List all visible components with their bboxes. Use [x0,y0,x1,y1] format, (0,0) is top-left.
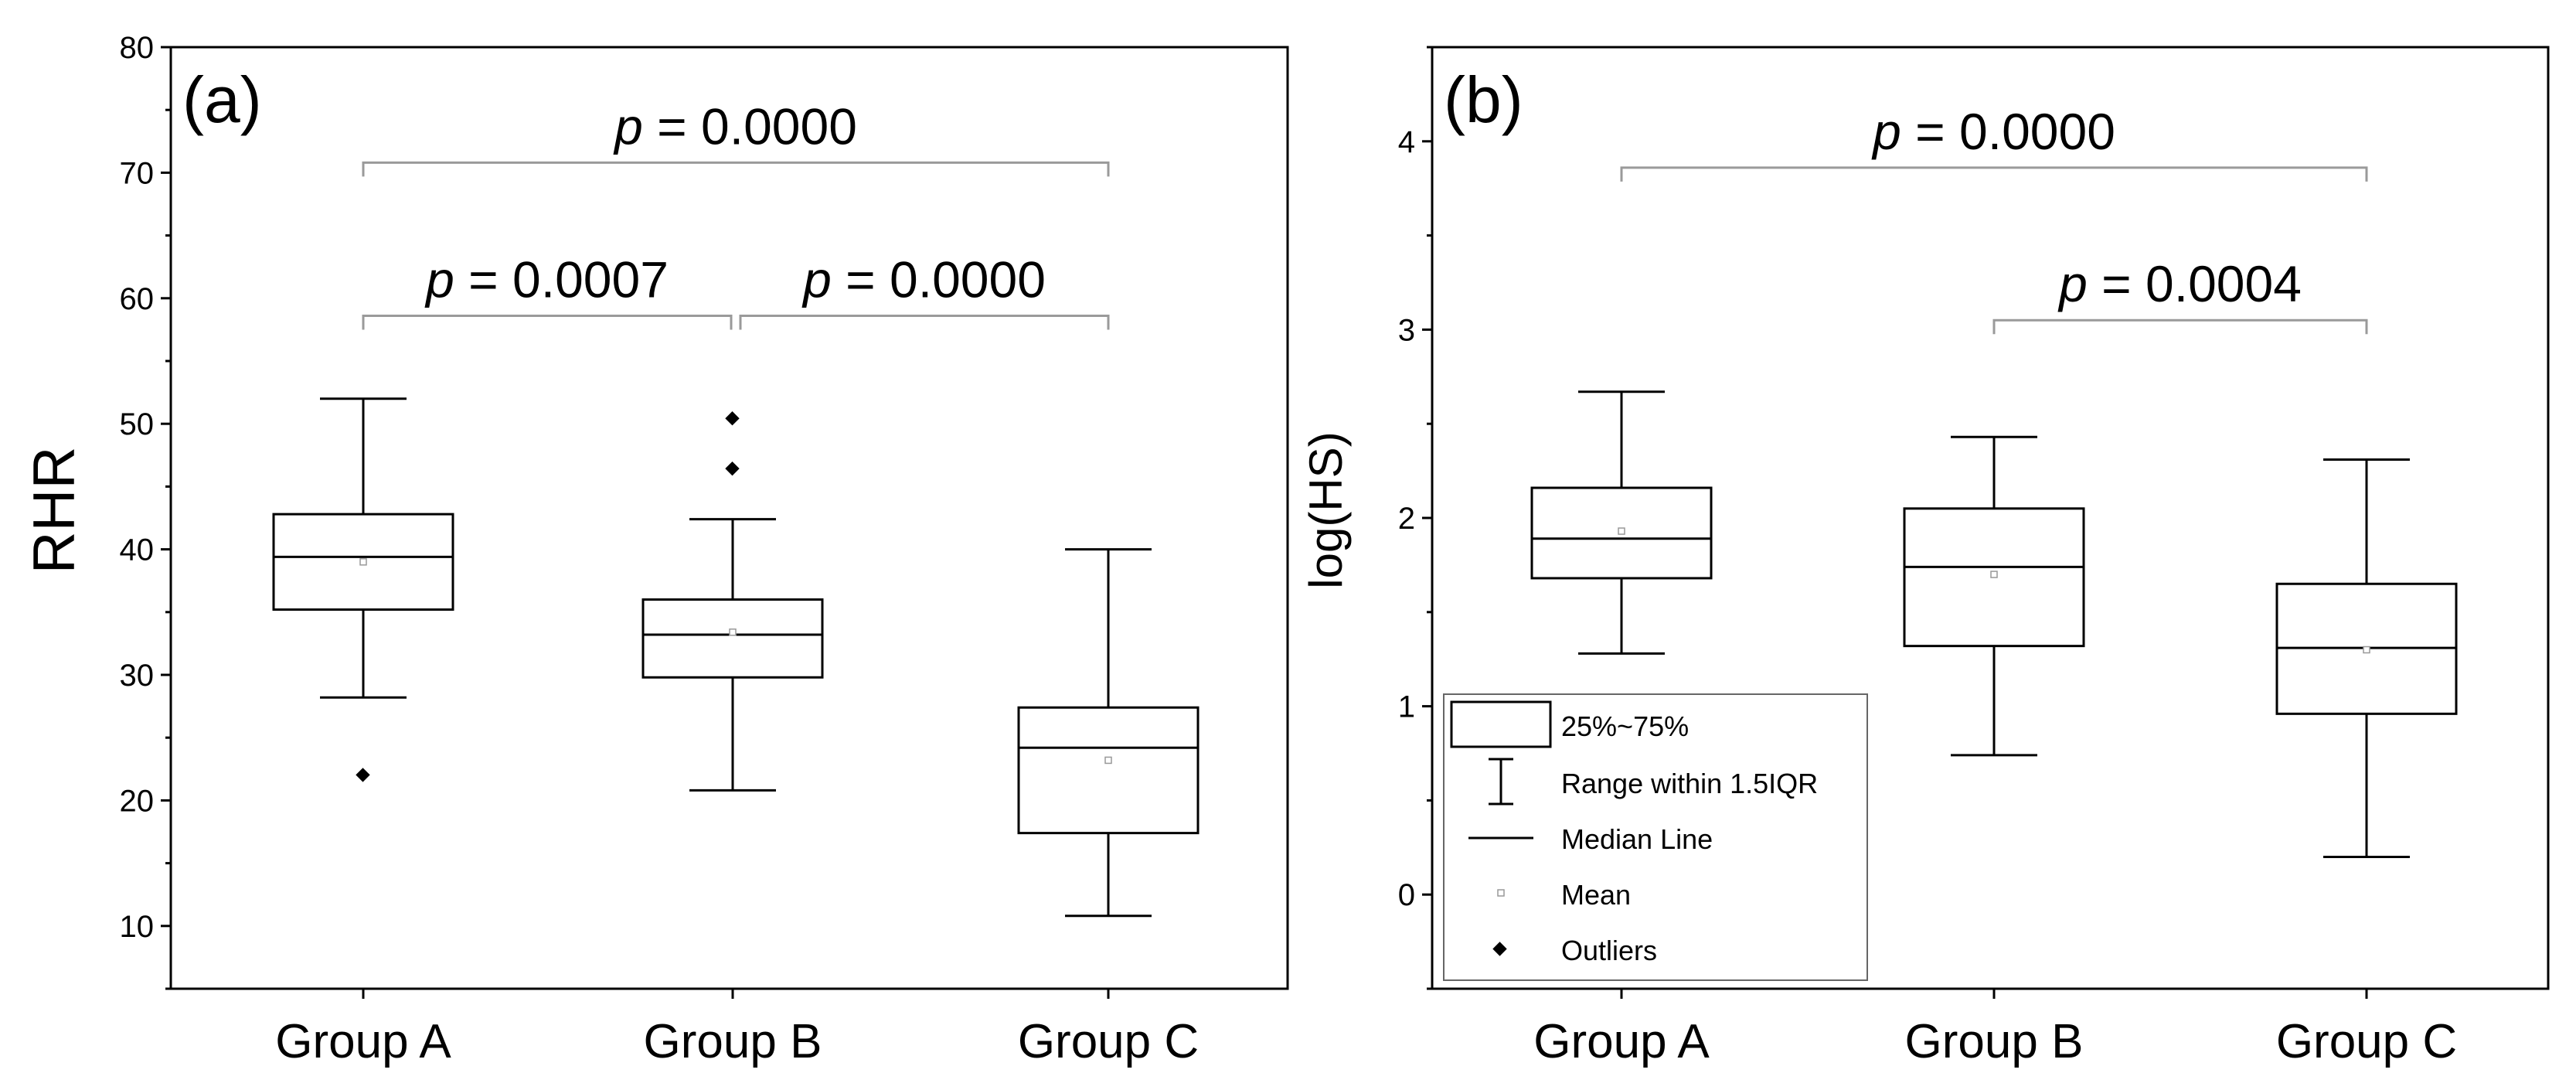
box-group-b [1903,435,2085,757]
panel-a-label: (a) [182,63,262,136]
p-value-label: p = 0.0000 [1871,103,2115,160]
panel-a-ylabel: RHR [22,447,87,574]
legend: 25%~75% Range within 1.5IQR Median Line … [1443,693,1868,981]
x-category-label: Group A [1533,1015,1710,1068]
x-category-label: Group A [275,1015,451,1068]
y-tick-label: 40 [120,533,155,567]
y-tick-label: 4 [1398,125,1415,159]
box-group-a [1530,390,1713,655]
legend-item-median: Median Line [1561,823,1713,855]
bracket-line [739,315,1110,330]
bracket-line [1992,318,2368,335]
legend-item-outliers: Outliers [1561,935,1657,966]
mean-marker [2363,645,2370,654]
box-group-b [641,411,824,792]
p-value-label: p = 0.0000 [801,251,1046,308]
x-category-label: Group C [1018,1015,1199,1068]
box-group-c [2275,458,2458,858]
comparison-bracket: p = 0.0000 [739,251,1110,330]
panel-a-frame [169,46,1289,990]
legend-mean-swatch [1497,889,1505,897]
y-tick-label: 2 [1398,502,1415,536]
panel-b-boxes [1530,390,2458,858]
legend-box-swatch [1450,700,1552,748]
y-tick-label: 3 [1398,313,1415,347]
p-value-label: p = 0.0007 [424,251,669,308]
y-tick-label: 20 [120,784,155,818]
panel-b-x-axis: Group A Group B Group C [1533,989,2457,1068]
panel-b: 0 1 2 3 4 (b) log(HS) p = 0.0000 p = 0.0004 G… [1300,46,2550,1068]
comparison-bracket: p = 0.0000 [1620,103,2368,182]
outlier-point [725,411,740,426]
outlier-point [356,768,370,782]
comparison-bracket: p = 0.0000 [362,97,1110,177]
panel-b-y-axis: 0 1 2 3 4 [1398,46,1432,990]
iqr-box [641,598,824,679]
comparison-bracket: p = 0.0007 [362,251,733,330]
p-value-label: p = 0.0004 [2057,255,2302,312]
box-group-c [1017,548,1200,918]
bracket-line [362,161,1110,177]
outlier-point [725,461,740,476]
panel-a-x-axis: Group A Group B Group C [275,989,1199,1068]
legend-item-box: 25%~75% [1561,710,1689,742]
panel-b-significance: p = 0.0000 p = 0.0004 [1620,103,2368,335]
x-category-label: Group C [2276,1015,2457,1068]
mean-marker [1104,756,1112,765]
legend-item-mean: Mean [1561,879,1631,911]
legend-outlier-swatch [1492,942,1507,956]
mean-marker [1618,527,1625,535]
mean-marker [1990,571,1998,578]
panel-b-ylabel: log(HS) [1300,431,1352,588]
y-tick-label: 30 [120,659,155,693]
bracket-line [362,315,733,330]
y-tick-label: 80 [120,31,155,65]
x-category-label: Group B [644,1015,822,1068]
mean-marker [729,628,737,636]
y-tick-label: 1 [1398,690,1415,724]
bracket-line [1620,166,2368,182]
mean-marker [359,558,367,566]
p-value-label: p = 0.0000 [613,97,857,155]
y-tick-label: 60 [120,282,155,316]
comparison-bracket: p = 0.0004 [1992,255,2368,335]
legend-item-range: Range within 1.5IQR [1561,768,1818,799]
x-category-label: Group B [1905,1015,2084,1068]
y-tick-label: 70 [120,156,155,190]
box-group-a [272,397,454,782]
y-tick-label: 10 [120,910,155,944]
panel-a-significance: p = 0.0000 p = 0.0007 p = 0.0000 [362,97,1110,330]
panel-a-boxes [272,397,1200,918]
y-tick-label: 50 [120,407,155,441]
panel-a-y-axis: 10 20 30 40 50 60 70 80 [120,31,171,990]
y-tick-label: 0 [1398,878,1415,912]
iqr-box [1017,706,1200,835]
panel-b-label: (b) [1444,63,1523,136]
